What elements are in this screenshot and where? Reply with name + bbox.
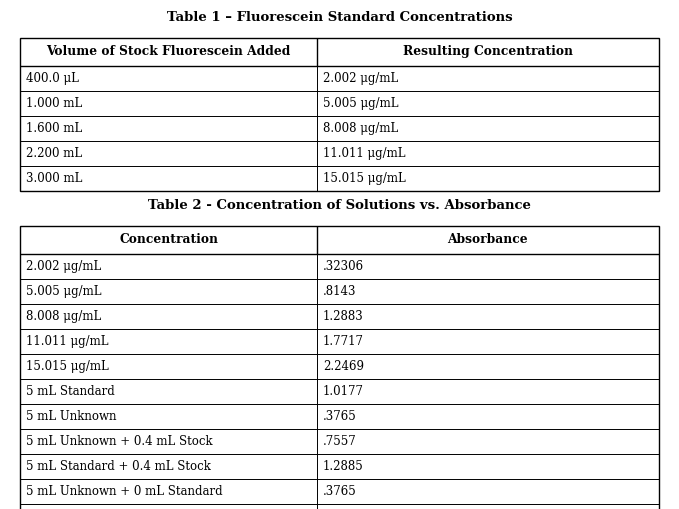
Bar [20,226,659,509]
Text: .3765: .3765 [323,410,356,422]
Text: Absorbance: Absorbance [447,233,528,246]
Text: .32306: .32306 [323,260,364,273]
Text: 5.005 μg/mL: 5.005 μg/mL [323,97,398,110]
Text: 2.002 μg/mL: 2.002 μg/mL [26,260,101,273]
Text: 400.0 μL: 400.0 μL [26,72,79,84]
Text: 11.011 μg/mL: 11.011 μg/mL [26,334,109,348]
Text: 5 mL Unknown + 0 mL Standard: 5 mL Unknown + 0 mL Standard [26,485,223,498]
Text: Concentration: Concentration [120,233,218,246]
Text: 2.200 mL: 2.200 mL [26,147,82,160]
Text: 1.2883: 1.2883 [323,309,363,323]
Text: 5 mL Standard + 0.4 mL Stock: 5 mL Standard + 0.4 mL Stock [26,460,210,473]
Text: .8143: .8143 [323,285,356,298]
Text: 3.000 mL: 3.000 mL [26,172,82,185]
Text: Resulting Concentration: Resulting Concentration [403,45,573,59]
Text: 5 mL Unknown: 5 mL Unknown [26,410,116,422]
Text: 5.005 μg/mL: 5.005 μg/mL [26,285,101,298]
Bar [20,38,659,191]
Text: 1.7717: 1.7717 [323,334,364,348]
Text: 5 mL Standard: 5 mL Standard [26,385,115,398]
Text: 2.2469: 2.2469 [323,360,364,373]
Text: 1.600 mL: 1.600 mL [26,122,82,135]
Text: 11.011 μg/mL: 11.011 μg/mL [323,147,405,160]
Text: .3765: .3765 [323,485,356,498]
Text: 8.008 μg/mL: 8.008 μg/mL [323,122,398,135]
Text: Volume of Stock Fluorescein Added: Volume of Stock Fluorescein Added [47,45,291,59]
Text: 15.015 μg/mL: 15.015 μg/mL [323,172,405,185]
Text: Table 2 - Concentration of Solutions vs. Absorbance: Table 2 - Concentration of Solutions vs.… [148,199,531,212]
Text: Table 1 – Fluorescein Standard Concentrations: Table 1 – Fluorescein Standard Concentra… [166,11,513,24]
Text: 1.0177: 1.0177 [323,385,364,398]
Text: 1.2885: 1.2885 [323,460,363,473]
Text: 8.008 μg/mL: 8.008 μg/mL [26,309,101,323]
Text: 5 mL Unknown + 0.4 mL Stock: 5 mL Unknown + 0.4 mL Stock [26,435,213,447]
Text: 15.015 μg/mL: 15.015 μg/mL [26,360,109,373]
Text: .7557: .7557 [323,435,356,447]
Text: 1.000 mL: 1.000 mL [26,97,82,110]
Text: 2.002 μg/mL: 2.002 μg/mL [323,72,398,84]
